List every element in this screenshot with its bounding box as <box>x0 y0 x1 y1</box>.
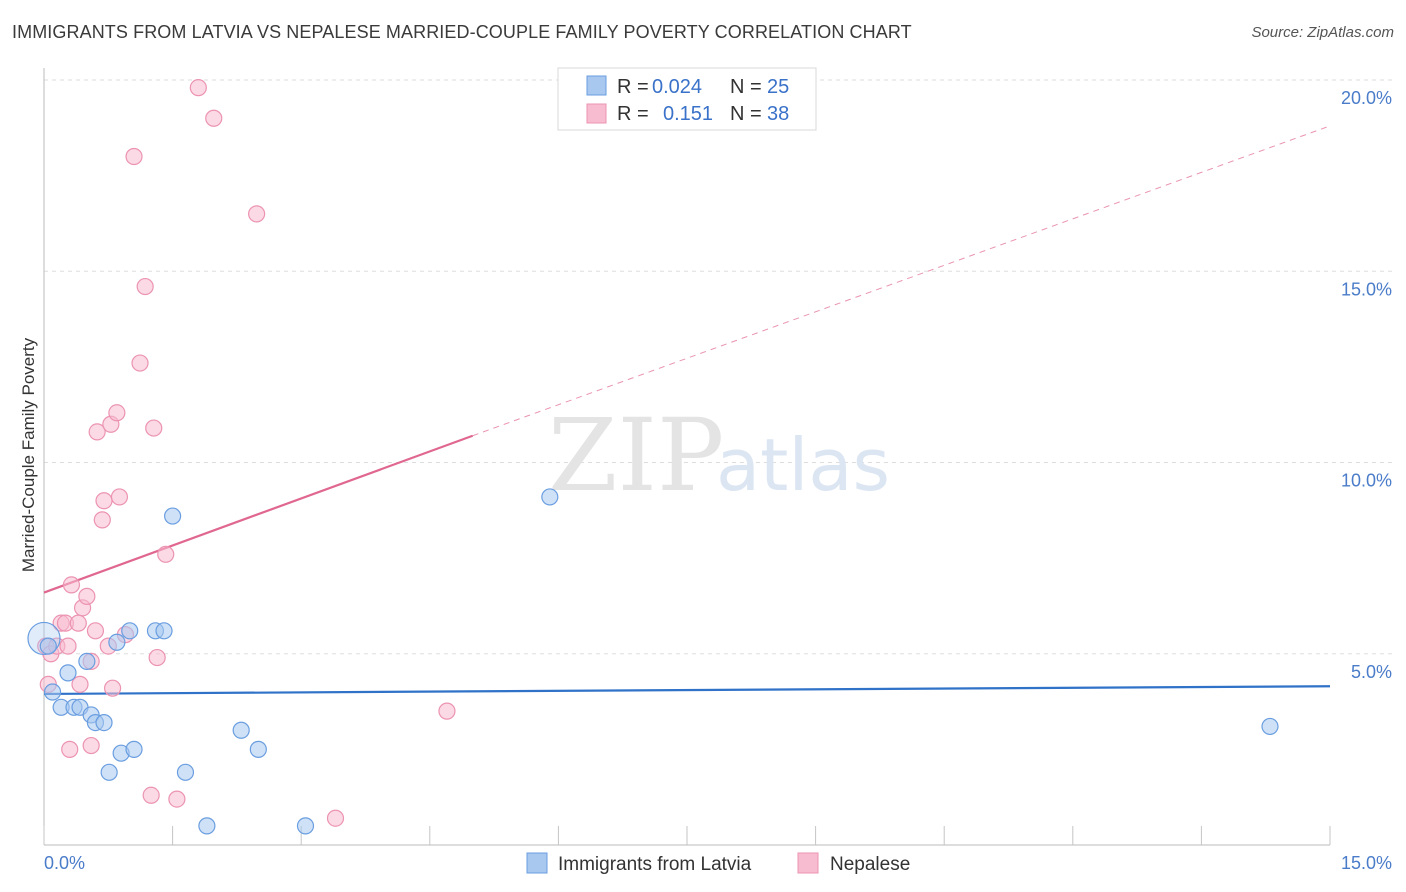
nepalese-point <box>71 675 89 693</box>
nepalese-point <box>189 79 207 97</box>
trend-line-nepalese-extension <box>472 125 1331 437</box>
trend-line-nepalese <box>43 434 474 594</box>
series-swatch-nepalese <box>797 852 819 874</box>
nepalese-point <box>131 354 149 372</box>
latvia-point <box>39 637 57 655</box>
latvia-point <box>155 622 173 640</box>
nepalese-point <box>93 511 111 529</box>
nepalese-point <box>145 419 163 437</box>
legend-r-label-latvia: R = <box>617 76 649 98</box>
latvia-point <box>125 740 143 758</box>
trend-line-latvia <box>43 685 1331 696</box>
legend-r-label-nepalese: R = <box>617 103 649 125</box>
latvia-point <box>78 652 96 671</box>
source-credit: Source: ZipAtlas.com <box>1251 24 1394 41</box>
nepalese-point <box>326 809 345 827</box>
latvia-point <box>108 633 126 651</box>
nepalese-point <box>148 648 166 667</box>
nepalese-point <box>61 740 79 758</box>
gridlines <box>44 79 1392 655</box>
watermark: ZIP atlas <box>548 397 890 514</box>
nepalese-point <box>438 702 456 720</box>
latvia-point <box>198 817 216 835</box>
nepalese-point <box>136 277 154 296</box>
y-tick-labels: 5.0% 10.0% 15.0% 20.0% <box>1341 88 1392 682</box>
legend-n-label-nepalese: N = <box>730 103 762 125</box>
nepalese-point <box>82 736 100 755</box>
trend-lines <box>43 125 1331 696</box>
nepalese-point <box>110 488 129 506</box>
y-tick-label: 10.0% <box>1341 471 1392 491</box>
latvia-point <box>43 683 62 701</box>
x-minor-ticks <box>43 826 1331 845</box>
nepalese-point <box>86 622 105 640</box>
latvia-point <box>296 817 315 835</box>
nepalese-point <box>62 576 81 594</box>
legend-n-label-latvia: N = <box>730 76 762 98</box>
latvia-point <box>100 763 118 781</box>
nepalese-point <box>108 404 126 422</box>
nepalese-point <box>103 679 122 697</box>
latvia-points <box>27 488 1279 835</box>
y-tick-label: 15.0% <box>1341 279 1392 299</box>
x-tick-label-max: 15.0% <box>1341 853 1392 873</box>
nepalese-point <box>125 147 143 166</box>
watermark-atlas: atlas <box>716 423 890 507</box>
chart-title: IMMIGRANTS FROM LATVIA VS NEPALESE MARRI… <box>12 22 912 42</box>
x-tick-labels: 0.0% 15.0% <box>44 853 1392 873</box>
watermark-zip: ZIP <box>548 397 724 514</box>
latvia-point <box>249 740 267 758</box>
legend-n-value-latvia: 25 <box>767 76 789 98</box>
latvia-point <box>1261 717 1279 736</box>
legend-r-value-nepalese: 0.151 <box>663 103 713 125</box>
latvia-point <box>95 713 113 732</box>
series-swatch-latvia <box>526 852 548 874</box>
legend-n-value-nepalese: 38 <box>767 103 789 125</box>
nepalese-point <box>95 492 113 510</box>
y-tick-label: 20.0% <box>1341 88 1392 108</box>
nepalese-point <box>248 205 266 223</box>
latvia-point <box>176 763 195 781</box>
nepalese-point <box>59 637 77 655</box>
y-axis-label: Married-Couple Family Poverty <box>19 337 38 572</box>
latvia-point <box>541 488 559 506</box>
nepalese-points <box>37 79 456 827</box>
nepalese-point <box>142 786 160 804</box>
nepalese-point <box>78 587 96 605</box>
nepalese-point <box>69 614 87 632</box>
latvia-point <box>164 507 182 525</box>
correlation-legend: R = 0.024 N = 25 R = 0.151 N = 38 <box>557 67 817 131</box>
latvia-point <box>121 622 139 640</box>
nepalese-point <box>88 423 106 441</box>
legend-r-value-latvia: 0.024 <box>652 76 702 98</box>
legend-swatch-nepalese <box>586 103 607 124</box>
legend-swatch-latvia <box>586 75 607 96</box>
nepalese-point <box>168 790 186 808</box>
nepalese-point <box>205 109 223 127</box>
nepalese-point <box>157 545 175 563</box>
series-legend: Immigrants from Latvia Nepalese <box>526 852 910 875</box>
x-tick-label-min: 0.0% <box>44 853 85 873</box>
series-label-latvia: Immigrants from Latvia <box>558 854 752 875</box>
latvia-point <box>59 664 77 682</box>
series-label-nepalese: Nepalese <box>830 854 910 875</box>
latvia-point <box>232 721 250 739</box>
y-tick-label: 5.0% <box>1351 662 1392 682</box>
